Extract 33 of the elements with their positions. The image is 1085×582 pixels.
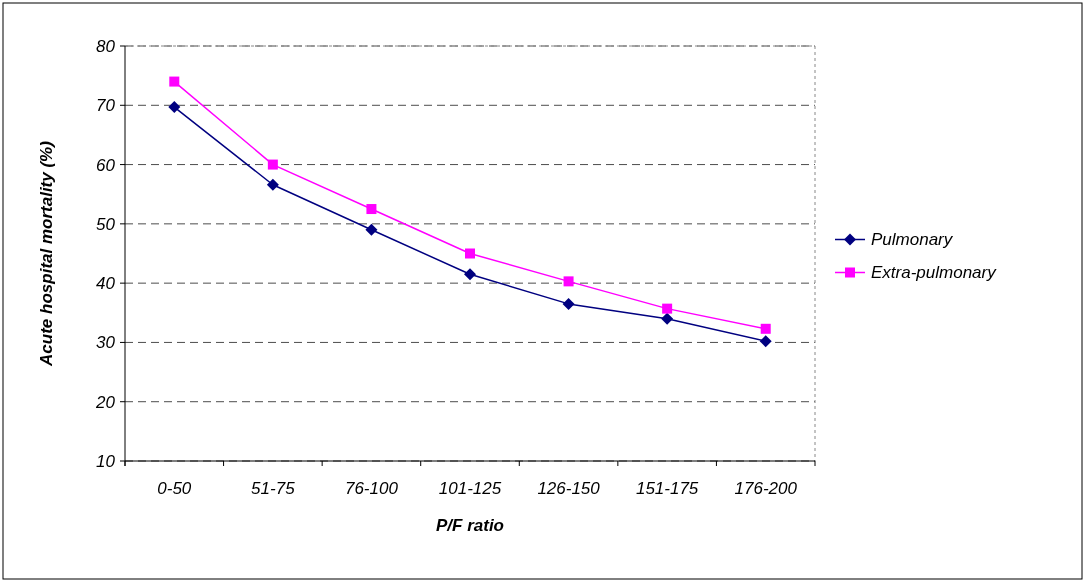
point [465,248,475,259]
x-tick-label: 151-175 [635,479,699,498]
y-tick-label: 10 [96,451,116,471]
y-tick-label: 80 [96,36,116,56]
x-tick-label: 0-50 [157,479,192,498]
y-tick-label: 60 [96,155,116,175]
legend-label: Extra-pulmonary [871,263,998,283]
legend-label: Pulmonary [871,230,954,250]
x-tick-label: 101-125 [438,479,502,498]
point [267,159,278,170]
point [760,323,771,334]
x-axis-title: P/F ratio [435,516,505,535]
point [661,312,674,325]
y-tick-label: 30 [96,333,116,353]
point [169,76,180,87]
point [563,276,574,287]
x-tick-label: 126-150 [537,479,601,498]
point [464,268,476,281]
y-tick-label: 50 [96,214,116,234]
point [366,204,377,215]
x-tick-label: 51-75 [251,479,296,498]
y-tick-label: 40 [96,274,116,294]
point [562,297,575,310]
point [365,223,378,236]
x-tick-label: 176-200 [734,479,798,498]
point [168,101,181,114]
y-tick-label: 20 [95,392,116,412]
point [759,335,772,348]
y-axis-title: Acute hospital mortality (%) [37,140,56,367]
point [662,303,673,314]
y-tick-label: 70 [96,96,116,116]
x-tick-label: 76-100 [344,479,399,498]
point [266,178,279,191]
